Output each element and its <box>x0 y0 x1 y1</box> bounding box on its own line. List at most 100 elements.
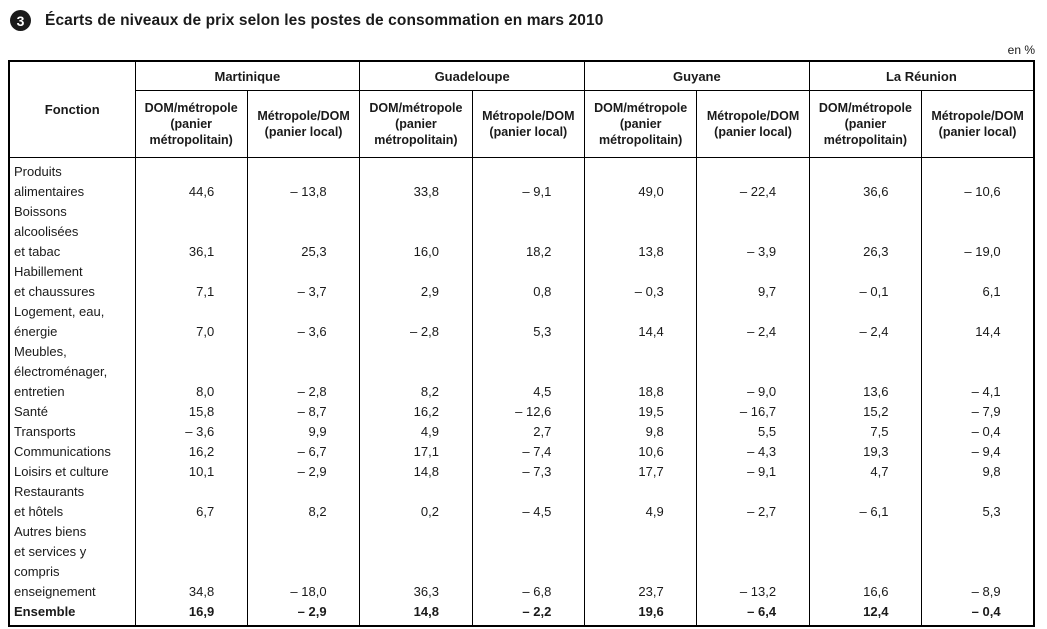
value-cell: 19,3 <box>808 442 923 462</box>
table-row-autres-biens-et-services: Autres biens et services y compris ensei… <box>8 522 1035 602</box>
value-cell: – 0,4 <box>921 602 1035 626</box>
value-cell: – 9,0 <box>696 342 810 402</box>
subheader-martinique-metropole-dom: Métropole/DOM (panier local) <box>246 90 361 158</box>
group-header-guyane: Guyane <box>584 60 810 91</box>
value-cell: 5,3 <box>471 302 586 342</box>
value-cell: 9,9 <box>246 422 361 442</box>
sub-header-row: DOM/métropole (panier métropolitain) Mét… <box>9 90 1035 158</box>
value-cell: 5,5 <box>696 422 810 442</box>
value-cell: – 13,8 <box>246 157 361 202</box>
value-cell: 15,2 <box>808 402 923 422</box>
value-cell: 4,9 <box>359 422 473 442</box>
value-cell: – 13,2 <box>696 522 810 602</box>
value-cell: – 18,0 <box>246 522 361 602</box>
value-cell: 14,4 <box>921 302 1035 342</box>
subheader-guyane-dom-metropole: DOM/métropole (panier métropolitain) <box>583 90 698 158</box>
value-cell: – 16,7 <box>696 402 810 422</box>
value-cell: – 6,4 <box>696 602 810 626</box>
value-cell: 6,1 <box>921 262 1035 302</box>
value-cell: 0,8 <box>471 262 586 302</box>
value-cell: – 2,4 <box>696 302 810 342</box>
unit-label: en % <box>1007 43 1035 57</box>
row-label: Autres biens et services y compris ensei… <box>8 522 136 602</box>
value-cell: – 6,7 <box>246 442 361 462</box>
value-cell: 16,2 <box>359 402 473 422</box>
value-cell: 36,3 <box>359 522 473 602</box>
value-cell: 0,2 <box>359 482 473 522</box>
price-gap-table: Fonction Martinique Guadeloupe Guyane La… <box>8 60 1035 627</box>
row-label: Boissons alcoolisées et tabac <box>8 202 136 262</box>
value-cell: – 22,4 <box>696 157 810 202</box>
value-cell: – 6,1 <box>808 482 923 522</box>
value-cell: 17,7 <box>583 462 698 482</box>
value-cell: 16,9 <box>134 602 248 626</box>
value-cell: – 7,4 <box>471 442 586 462</box>
value-cell: 16,6 <box>808 522 923 602</box>
value-cell: 23,7 <box>583 522 698 602</box>
value-cell: 9,8 <box>583 422 698 442</box>
group-header-guadeloupe: Guadeloupe <box>359 60 585 91</box>
value-cell: – 8,7 <box>246 402 361 422</box>
value-cell: – 3,6 <box>246 302 361 342</box>
value-cell: 4,9 <box>583 482 698 522</box>
value-cell: – 8,9 <box>921 522 1035 602</box>
value-cell: 7,1 <box>134 262 248 302</box>
row-label: Ensemble <box>8 602 136 626</box>
value-cell: – 2,2 <box>471 602 586 626</box>
table-row-loisirs-et-culture: Loisirs et culture 10,1 – 2,9 14,8 – 7,3… <box>8 462 1035 482</box>
subheader-la-reunion-dom-metropole: DOM/métropole (panier métropolitain) <box>808 90 923 158</box>
value-cell: 8,2 <box>246 482 361 522</box>
value-cell: 33,8 <box>359 157 473 202</box>
value-cell: 18,8 <box>583 342 698 402</box>
value-cell: 13,8 <box>583 202 698 262</box>
table-row-communications: Communications 16,2 – 6,7 17,1 – 7,4 10,… <box>8 442 1035 462</box>
subheader-guadeloupe-dom-metropole: DOM/métropole (panier métropolitain) <box>359 90 473 158</box>
value-cell: – 7,3 <box>471 462 586 482</box>
table-row-boissons-alcoolisees-et-tabac: Boissons alcoolisées et tabac 36,1 25,3 … <box>8 202 1035 262</box>
value-cell: – 19,0 <box>921 202 1035 262</box>
value-cell: – 4,1 <box>921 342 1035 402</box>
value-cell: 25,3 <box>246 202 361 262</box>
value-cell: 13,6 <box>808 342 923 402</box>
column-header-fonction: Fonction <box>8 60 136 158</box>
row-label: Habillement et chaussures <box>8 262 136 302</box>
value-cell: 19,5 <box>583 402 698 422</box>
value-cell: – 0,4 <box>921 422 1035 442</box>
figure-number-badge: 3 <box>10 10 31 31</box>
value-cell: 17,1 <box>359 442 473 462</box>
table-body: Produits alimentaires 44,6 – 13,8 33,8 –… <box>8 157 1035 626</box>
value-cell: – 9,1 <box>471 157 586 202</box>
value-cell: 44,6 <box>134 157 248 202</box>
value-cell: – 10,6 <box>921 157 1035 202</box>
value-cell: 10,6 <box>583 442 698 462</box>
value-cell: – 2,8 <box>246 342 361 402</box>
value-cell: – 2,7 <box>696 482 810 522</box>
value-cell: – 9,1 <box>696 462 810 482</box>
value-cell: – 9,4 <box>921 442 1035 462</box>
value-cell: – 2,9 <box>246 462 361 482</box>
value-cell: – 0,1 <box>808 262 923 302</box>
table-row-meubles-electromenager-entretien: Meubles, électroménager, entretien 8,0 –… <box>8 342 1035 402</box>
value-cell: – 3,6 <box>134 422 248 442</box>
group-header-la-reunion: La Réunion <box>808 60 1035 91</box>
row-label: Restaurants et hôtels <box>8 482 136 522</box>
value-cell: 14,8 <box>359 462 473 482</box>
value-cell: 4,7 <box>808 462 923 482</box>
row-label: Loisirs et culture <box>8 462 136 482</box>
value-cell: 9,7 <box>696 262 810 302</box>
value-cell: – 4,5 <box>471 482 586 522</box>
subheader-la-reunion-metropole-dom: Métropole/DOM (panier local) <box>921 90 1035 158</box>
value-cell: 7,0 <box>134 302 248 342</box>
value-cell: 2,9 <box>359 262 473 302</box>
title-row: 3 Écarts de niveaux de prix selon les po… <box>10 10 1037 31</box>
table-row-sante: Santé 15,8 – 8,7 16,2 – 12,6 19,5 – 16,7… <box>8 402 1035 422</box>
row-label: Meubles, électroménager, entretien <box>8 342 136 402</box>
table-row-ensemble: Ensemble 16,9 – 2,9 14,8 – 2,2 19,6 – 6,… <box>8 602 1035 626</box>
value-cell: 26,3 <box>808 202 923 262</box>
value-cell: – 3,9 <box>696 202 810 262</box>
value-cell: – 4,3 <box>696 442 810 462</box>
value-cell: 2,7 <box>471 422 586 442</box>
value-cell: 8,0 <box>134 342 248 402</box>
value-cell: 14,4 <box>583 302 698 342</box>
